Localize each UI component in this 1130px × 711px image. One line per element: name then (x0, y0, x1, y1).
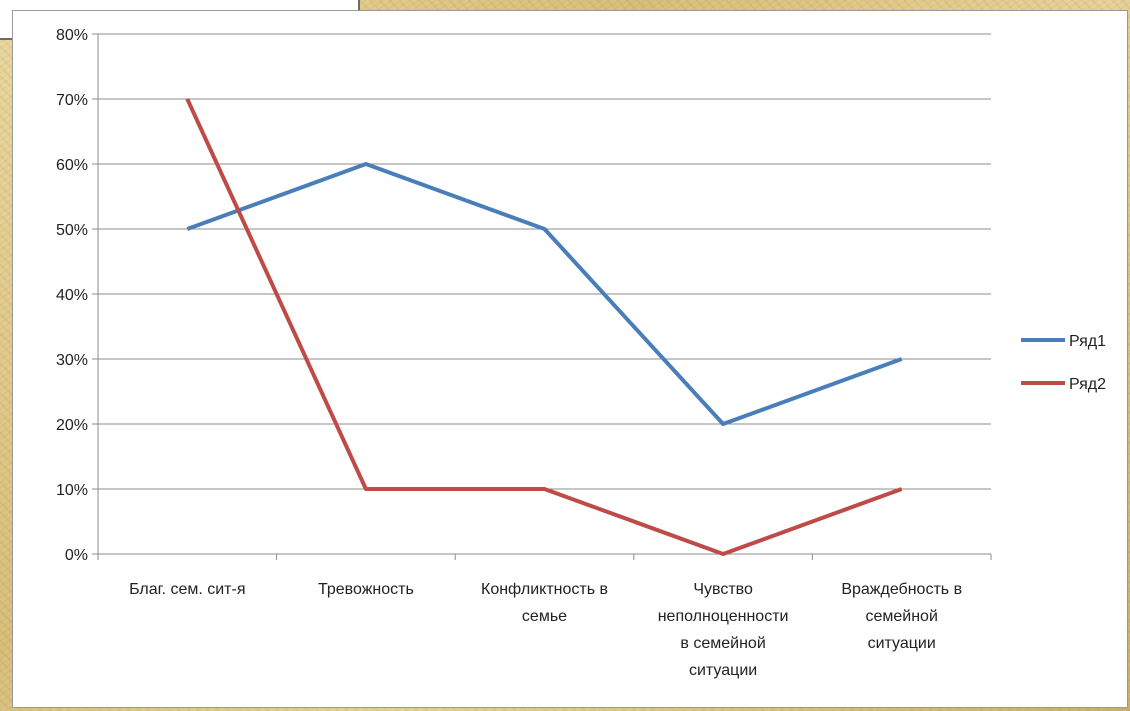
legend-label-2: Ряд2 (1069, 376, 1106, 393)
y-tick-label: 10% (56, 482, 88, 499)
x-tick-label: Благ. сем. сит-я (129, 581, 245, 598)
series-line-1 (186, 162, 903, 426)
y-tick-label: 20% (56, 417, 88, 434)
y-tick-label: 70% (56, 92, 88, 109)
series-line-2 (185, 98, 903, 556)
y-tick-label: 30% (56, 352, 88, 369)
y-tick-label: 50% (56, 222, 88, 239)
legend-label-1: Ряд1 (1069, 333, 1106, 350)
chart-area: 0% 10% 20% 30% 40% 50% 60% 70% 80% Благ. сем. си… (12, 10, 1128, 708)
x-tick-label: Конфликтность в семье (481, 581, 608, 625)
axes (92, 33, 992, 560)
x-tick-label: Тревожность (318, 581, 414, 598)
gridlines (98, 33, 991, 490)
y-tick-label: 60% (56, 157, 88, 174)
line-chart: 0% 10% 20% 30% 40% 50% 60% 70% 80% Благ. сем. си… (56, 27, 1106, 679)
y-tick-labels: 0% 10% 20% 30% 40% 50% 60% 70% 80% (56, 27, 88, 564)
series-lines (185, 98, 903, 556)
y-tick-label: 80% (56, 27, 88, 44)
x-tick-labels: Благ. сем. сит-я Тревожность Конфликтность… (129, 581, 962, 679)
y-tick-label: 0% (65, 547, 88, 564)
x-tick-label: Чувство неполноценности в семейной ситуации (658, 581, 789, 679)
y-tick-label: 40% (56, 287, 88, 304)
legend: Ряд1 Ряд2 (1021, 333, 1106, 393)
x-tick-label: Враждебность в семейной ситуации (841, 581, 962, 652)
